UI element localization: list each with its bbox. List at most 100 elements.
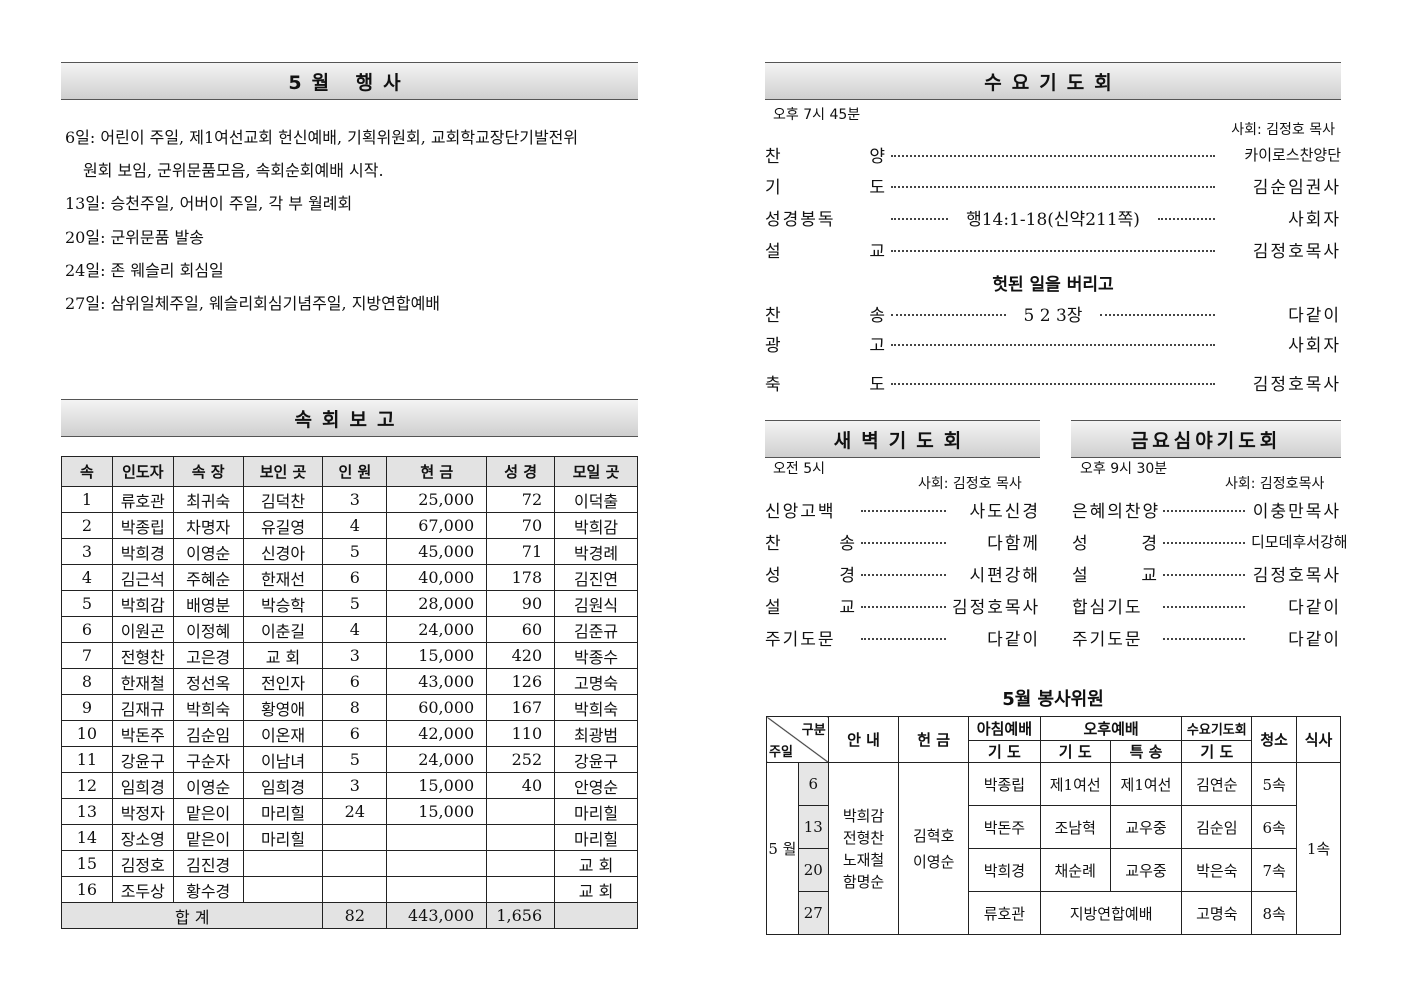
table-cell: 67,000 — [386, 512, 488, 539]
program-row: 광 고 사회자 — [765, 331, 1341, 356]
wed-prayer: 김순임 — [1181, 805, 1253, 849]
table-cell: 12 — [61, 772, 113, 799]
table-cell: 2 — [61, 512, 113, 539]
table-cell: 이남녀 — [242, 746, 324, 773]
table-cell: 72 — [486, 486, 556, 513]
dawn-header: 새벽기도회 — [765, 420, 1040, 458]
program-label: 주기도문 — [765, 629, 836, 650]
dot-leader — [1163, 542, 1245, 544]
char: 설 — [765, 241, 781, 262]
service-row: 5 월 6 박희감 전형찬 노재철 함명순 김혁호 이영순 박종립 제1여선 제1여선 김연순… — [766, 762, 1341, 935]
service-table: 구분 주일 안 내 헌 금 아침예배 오후예배 수요기도회 청소 식사 기 도 … — [766, 716, 1341, 935]
table-cell: 9 — [61, 694, 113, 721]
month-cell: 5 월 — [766, 762, 799, 935]
friday-host: 사회: 김정호목사 — [1225, 476, 1325, 492]
event-line: 13일: 승천주일, 어버이 주일, 각 부 월례회 — [65, 194, 353, 213]
table-cell: 24,000 — [386, 746, 488, 773]
table-cell: 252 — [486, 746, 556, 773]
column-header: 인 원 — [322, 456, 388, 487]
table-cell: 이영순 — [172, 772, 244, 799]
total-people: 82 — [322, 902, 388, 929]
dot-leader — [1157, 218, 1216, 220]
table-cell: 5 — [322, 538, 388, 565]
char: 교 — [1141, 565, 1157, 586]
table-row: 1 류호관 최귀숙 김덕찬 3 25,000 72 이덕출 — [61, 486, 638, 513]
program-row: 성경봉독 행14:1-18(신약211쪽) 사회자 — [765, 205, 1342, 230]
table-cell: 6 — [322, 720, 388, 747]
cleaning: 5속 — [1251, 762, 1298, 806]
cleaning: 8속 — [1251, 891, 1298, 935]
morning-prayer: 박종립 — [967, 762, 1041, 806]
table-cell: 김근석 — [111, 564, 174, 591]
table-cell: 4 — [61, 564, 113, 591]
table-cell: 김덕찬 — [242, 486, 324, 513]
table-row: 16 조두상 황수경 교 회 — [61, 876, 638, 903]
table-cell: 주혜순 — [172, 564, 244, 591]
table-cell: 14 — [61, 824, 113, 851]
program-value: 이충만목사 — [1252, 501, 1341, 522]
table-cell: 60 — [486, 616, 556, 643]
program-value: 다함께 — [987, 533, 1040, 554]
table-cell: 1 — [61, 486, 113, 513]
table-cell: 박승학 — [242, 590, 324, 617]
table-cell: 6 — [322, 668, 388, 695]
table-cell: 김진연 — [554, 564, 638, 591]
table-row: 2 박종립 차명자 유길영 4 67,000 70 박희감 — [61, 512, 638, 539]
table-cell: 11 — [61, 746, 113, 773]
program-value: 김정호목사 — [1252, 374, 1341, 395]
table-row: 8 한재철 정선옥 전인자 6 43,000 126 고명숙 — [61, 668, 638, 695]
table-cell: 박희감 — [554, 512, 638, 539]
events-header: 5월 행사 — [61, 62, 638, 100]
program-value: 디모데후서강해 — [1251, 532, 1348, 551]
table-cell: 황영애 — [242, 694, 324, 721]
char: 광 — [765, 335, 781, 356]
table-cell: 40 — [486, 772, 556, 799]
col-wed: 수요기도회 — [1181, 716, 1253, 741]
wed-prayer: 박은숙 — [1181, 848, 1253, 892]
cleaning: 6속 — [1251, 805, 1298, 849]
total-empty — [554, 902, 638, 929]
char: 경 — [839, 565, 855, 586]
dot-leader — [891, 314, 1006, 316]
program-value: 김정호목사 — [1252, 241, 1341, 262]
afternoon-special: 교우중 — [1109, 805, 1183, 849]
table-cell: 15,000 — [386, 642, 488, 669]
table-cell: 13 — [61, 798, 113, 825]
dot-leader — [1163, 638, 1245, 640]
table-cell: 교 회 — [242, 642, 324, 669]
program-value: 사회자 — [1288, 209, 1342, 230]
table-cell: 김정호 — [111, 850, 174, 877]
table-cell — [386, 850, 488, 877]
table-cell: 임희경 — [242, 772, 324, 799]
event-line: 27일: 삼위일체주일, 웨슬리회심기념주일, 지방연합예배 — [65, 294, 441, 313]
program-label: 주기도문 — [1072, 629, 1143, 650]
table-cell: 178 — [486, 564, 556, 591]
program-row: 주기도문 다같이 — [1072, 625, 1341, 650]
table-cell: 박정자 — [111, 798, 174, 825]
table-cell — [386, 824, 488, 851]
table-cell: 마리힐 — [242, 798, 324, 825]
friday-time: 오후 9시 30분 — [1080, 461, 1168, 477]
dot-leader — [891, 344, 1215, 346]
program-value: 김정호목사 — [952, 597, 1041, 618]
dot-leader — [861, 606, 946, 608]
table-cell: 15 — [61, 850, 113, 877]
table-cell: 박희감 — [111, 590, 174, 617]
col-guide: 안 내 — [827, 716, 900, 763]
program-row: 성 경 디모데후서강해 — [1072, 529, 1348, 554]
table-row: 7 전형찬 고은경 교 회 3 15,000 420 박종수 — [61, 642, 638, 669]
morning-prayer: 박희경 — [967, 848, 1041, 892]
column-header: 인도자 — [111, 456, 174, 487]
program-value: 카이로스찬양단 — [1244, 145, 1341, 164]
table-cell: 최광범 — [554, 720, 638, 747]
column-header: 속 — [61, 456, 113, 487]
program-value: 다같이 — [987, 629, 1040, 650]
char: 고 — [869, 335, 885, 356]
table-cell: 마리힐 — [554, 824, 638, 851]
